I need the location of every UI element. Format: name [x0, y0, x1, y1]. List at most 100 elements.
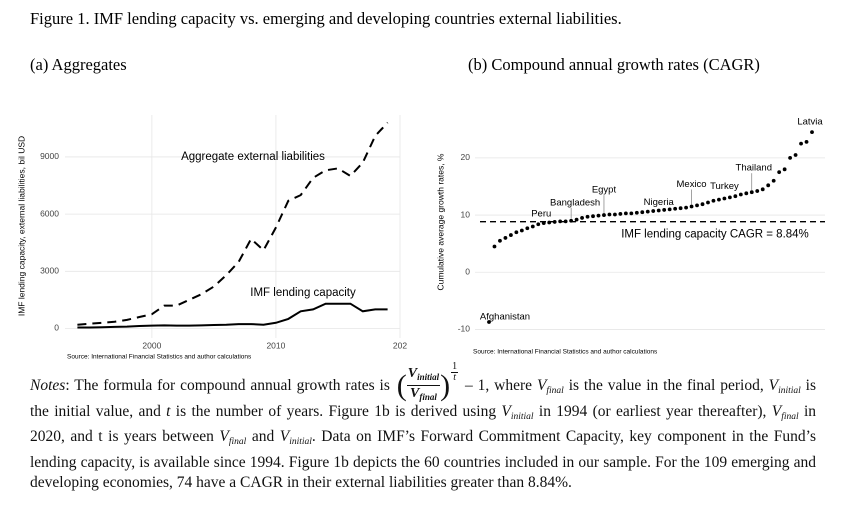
point: [530, 224, 535, 229]
y-axis-label: IMF lending capacity, external liabiliti…: [16, 136, 26, 316]
point: [717, 197, 721, 202]
var: V: [219, 428, 229, 446]
y-tick-label: 10: [461, 209, 471, 219]
point: [585, 214, 590, 219]
point: [766, 183, 771, 188]
point: [574, 217, 579, 222]
point: [591, 214, 595, 219]
point-label: Nigeria: [644, 197, 675, 208]
notes-text: is the initial value, and: [30, 377, 817, 420]
point: [613, 212, 617, 217]
point: [804, 139, 809, 144]
x-tick-label: 2000: [142, 340, 161, 350]
series-line: [77, 121, 389, 326]
subscript: final: [228, 437, 247, 448]
point: [689, 204, 694, 209]
notes-text: is the value in the final period,: [563, 377, 769, 395]
point: [602, 213, 606, 217]
point: [782, 167, 787, 172]
notes-text: and: [246, 428, 280, 446]
point: [760, 187, 765, 192]
var: V: [410, 386, 420, 401]
point: [640, 210, 645, 215]
formula: (Vinitial Vfinal) 1 t: [397, 362, 459, 405]
point: [733, 194, 738, 199]
subscript: final: [419, 392, 437, 402]
var: V: [536, 377, 547, 395]
point: [645, 209, 650, 214]
var: V: [407, 366, 418, 381]
subscript: initial: [289, 437, 312, 448]
point: [651, 209, 656, 213]
point-label: Thailand: [736, 163, 772, 174]
point: [558, 219, 563, 224]
figure: Figure 1. IMF lending capacity vs. emerg…: [16, 9, 825, 361]
series-label: Aggregate external liabilities: [181, 151, 325, 163]
source-note: Source: International Financial Statisti…: [473, 349, 658, 356]
y-tick-label: 6000: [40, 208, 59, 218]
exponent-num: 1: [451, 361, 459, 373]
subscript: initial: [417, 372, 440, 382]
point: [519, 228, 524, 233]
x-tick-label: 2010: [266, 340, 285, 350]
point: [580, 216, 584, 220]
point: [563, 219, 568, 224]
point: [673, 206, 678, 211]
y-axis-label: Cumulative average growth rates, %: [435, 153, 445, 290]
notes-text: : The formula for compound annual growth…: [65, 377, 395, 395]
point: [503, 236, 508, 240]
point: [536, 222, 541, 227]
point: [788, 155, 793, 160]
figure-title: Figure 1. IMF lending capacity vs. emerg…: [30, 9, 622, 28]
point: [684, 205, 688, 210]
point: [810, 130, 814, 135]
subscript: final: [546, 386, 564, 397]
panel-title: (b) Compound annual growth rates (CAGR): [468, 55, 760, 74]
point-label: Bangladesh: [550, 197, 600, 208]
subscript: initial: [778, 386, 801, 397]
point: [711, 198, 716, 203]
point: [498, 238, 502, 243]
notes-text: is the number of years. Figure 1b is der…: [170, 402, 502, 420]
point: [777, 170, 782, 175]
y-tick-label: 0: [465, 266, 470, 276]
y-tick-label: 20: [461, 152, 471, 162]
numerator: Vinitial: [406, 366, 441, 386]
y-tick-label: 3000: [40, 266, 59, 276]
point: [607, 212, 612, 217]
point-label: Turkey: [710, 181, 739, 192]
subscript: final: [781, 411, 799, 422]
point: [487, 320, 491, 324]
notes-text: in 1994 (or earliest year thereafter),: [533, 402, 772, 420]
point-label: Egypt: [592, 185, 617, 196]
y-tick-label: 9000: [40, 151, 59, 161]
point: [634, 210, 639, 215]
point: [744, 191, 749, 196]
y-tick-label: 0: [54, 323, 59, 333]
point: [722, 196, 727, 201]
point: [629, 211, 634, 216]
notes-label: Notes: [30, 377, 66, 395]
point: [706, 200, 710, 205]
point: [618, 212, 623, 216]
y-tick-label: -10: [458, 324, 471, 334]
point: [662, 208, 667, 212]
point: [492, 244, 497, 249]
point: [541, 221, 546, 225]
var: V: [771, 402, 782, 420]
subscript: initial: [510, 411, 534, 422]
paren: ): [440, 368, 451, 402]
point: [508, 233, 513, 237]
point: [771, 178, 776, 183]
point-label: Peru: [531, 209, 551, 220]
point: [569, 218, 574, 223]
point-label: Mexico: [677, 179, 707, 190]
point-label: Afghanistan: [480, 312, 530, 323]
point: [667, 207, 672, 212]
notes-text: in 2020, and t is years between: [30, 402, 816, 446]
panel-title: (a) Aggregates: [30, 55, 127, 74]
point: [799, 141, 803, 146]
var: V: [279, 428, 290, 446]
fraction: Vinitial Vfinal: [406, 366, 441, 405]
